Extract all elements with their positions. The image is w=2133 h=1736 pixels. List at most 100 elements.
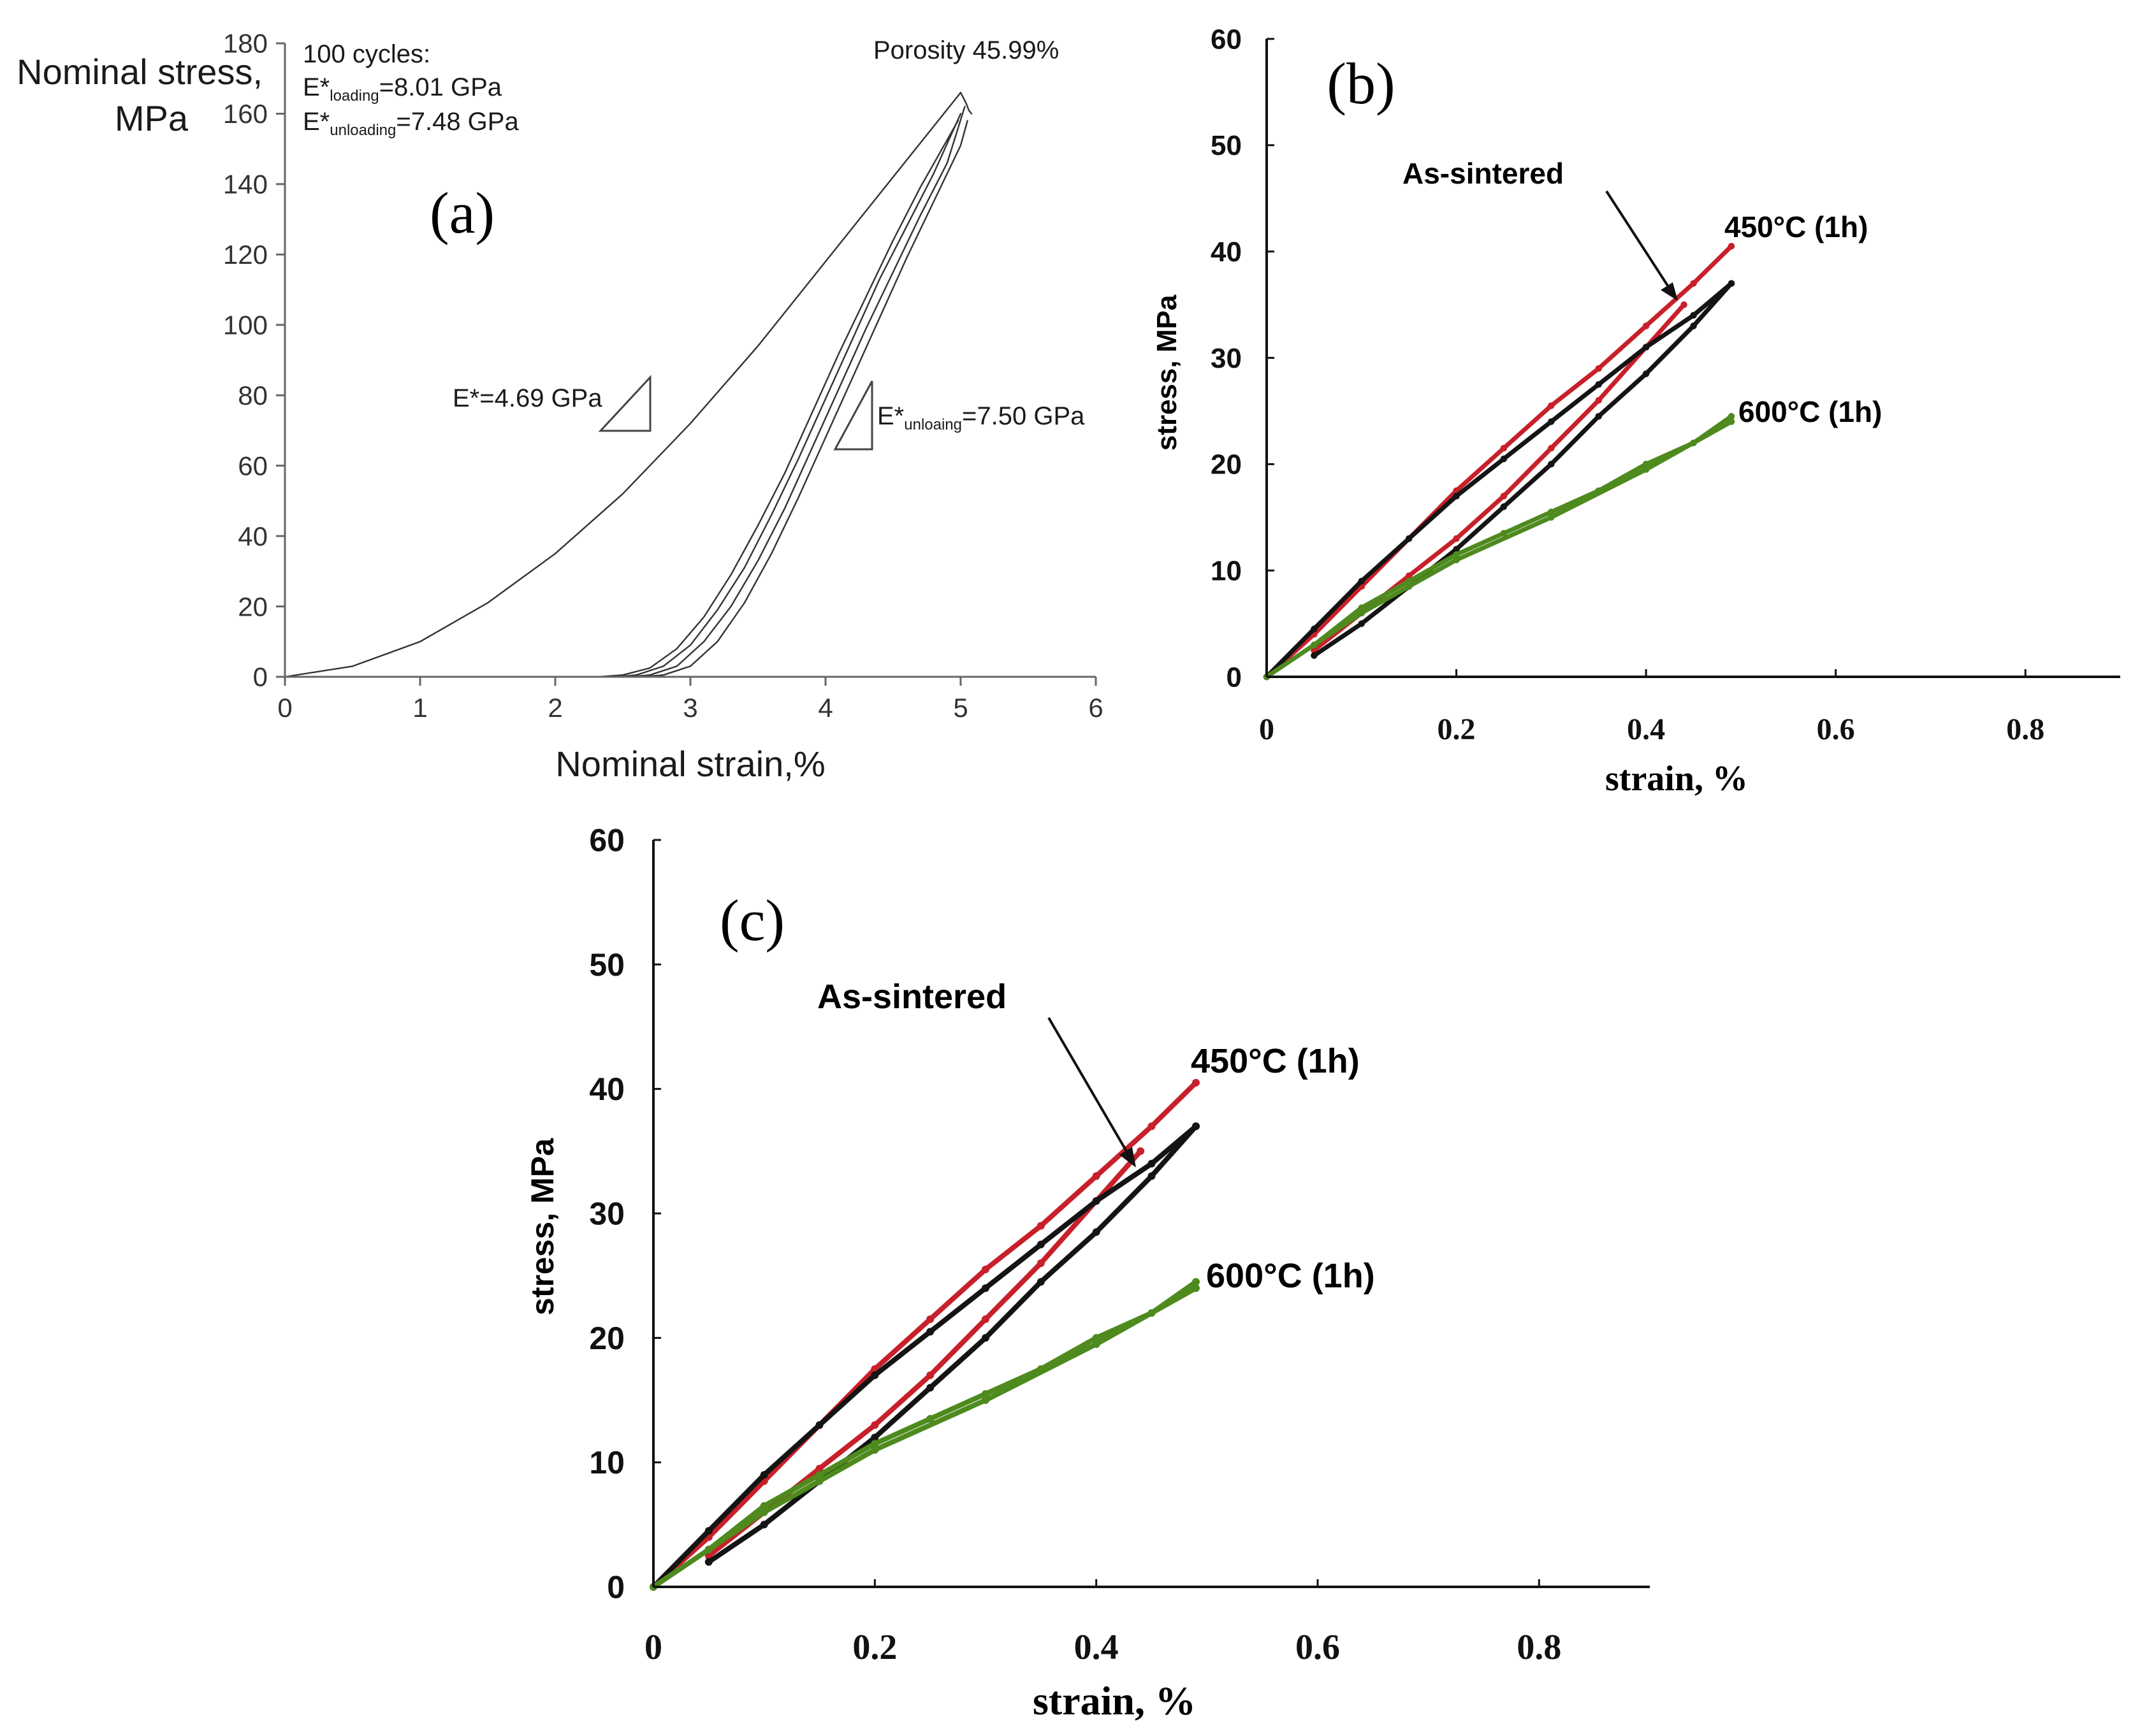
panel-a-x-tick-label: 1 — [412, 693, 427, 723]
panel-c-x-tick-label: 0 — [644, 1628, 662, 1667]
panel-c-y-tick-label: 20 — [589, 1320, 625, 1356]
panel-b-point-450-c-1h — [1500, 445, 1508, 452]
panel-c-point-as-sintered — [871, 1371, 879, 1379]
panel-b-xlabel: strain, % — [1605, 759, 1748, 799]
panel-c-point-600-c-1h — [926, 1415, 935, 1423]
panel-b-point-as-sintered — [1595, 413, 1602, 420]
panel-b-point-as-sintered — [1690, 322, 1697, 329]
panel-b-y-tick-label: 40 — [1211, 236, 1242, 268]
panel-c-point-as-sintered — [982, 1284, 989, 1292]
panel-c-chart: 0 0.2 0.4 0.6 0.8 0 10 20 30 40 50 60 (c) stress, M… — [525, 823, 1650, 1723]
panel-c-point-as-sintered — [704, 1527, 713, 1535]
panel-c-point-600-c-1h — [1092, 1334, 1100, 1342]
panel-b-point-as-sintered — [1595, 380, 1602, 388]
panel-c-as-sintered-label: As-sintered — [817, 978, 1007, 1016]
panel-b-point-450-c-1h — [1728, 243, 1735, 250]
panel-b-ylabel: stress, MPa — [1151, 294, 1183, 451]
panel-c-point-as-sintered — [1092, 1228, 1100, 1236]
panel-b-point-600-c-1h — [1728, 413, 1735, 420]
panel-c-point-600-c-1h — [760, 1502, 768, 1510]
panel-b-point-450-c-1h — [1500, 493, 1508, 500]
panel-c-point-450-c-1h — [815, 1465, 824, 1473]
panel-a-x-tick-label: 6 — [1088, 693, 1103, 723]
panel-c-point-as-sintered — [1147, 1159, 1156, 1168]
panel-c-point-as-sintered — [1092, 1197, 1100, 1205]
panel-a-y-tick-label: 60 — [238, 451, 268, 481]
panel-c-y-tick-label: 0 — [607, 1570, 625, 1605]
panel-a-y-tick-label: 0 — [253, 662, 268, 692]
panel-b-y-tick-label: 20 — [1211, 449, 1242, 481]
panel-c-point-as-sintered — [1037, 1240, 1045, 1248]
panel-c-point-600-c-1h — [871, 1440, 879, 1448]
panel-a-x-tick-label: 3 — [683, 693, 697, 723]
panel-a-y-tick-label: 120 — [223, 240, 268, 270]
panel-a-porosity: Porosity 45.99% — [873, 36, 1059, 64]
panel-b-point-600-c-1h — [1548, 514, 1555, 521]
panel-c-y-tick-label: 40 — [589, 1071, 625, 1107]
panel-b-y-tick-label: 60 — [1211, 24, 1242, 55]
panel-c-point-as-sintered — [926, 1384, 935, 1392]
panel-a-y-tick-label: 100 — [223, 310, 268, 340]
panel-c-x-tick-label: 0.8 — [1517, 1628, 1561, 1667]
panel-b-point-as-sintered — [1500, 503, 1508, 510]
panel-b-point-as-sintered — [1358, 577, 1365, 585]
panel-b-label: (b) — [1327, 51, 1395, 116]
panel-b-y-tick-label: 10 — [1211, 556, 1242, 587]
panel-b-point-450-c-1h — [1405, 572, 1413, 579]
panel-b-point-as-sintered — [1311, 625, 1318, 633]
panel-b-x-tick-label: 0 — [1259, 712, 1274, 746]
panel-c-as-sintered-arrow — [1047, 1016, 1133, 1161]
panel-a-series-cycle-cycle — [642, 120, 968, 678]
panel-c-x-tick-label: 0.6 — [1295, 1628, 1340, 1667]
panel-c-600-label: 600°C (1h) — [1206, 1257, 1375, 1295]
panel-c-point-600-c-1h — [871, 1446, 879, 1454]
panel-b-x-tick-label: 0.6 — [1817, 712, 1855, 746]
panel-b-point-as-sintered — [1548, 418, 1555, 425]
panel-a-y-tick-label: 160 — [223, 99, 268, 129]
panel-c-point-450-c-1h — [1037, 1222, 1045, 1230]
panel-c-450-label: 450°C (1h) — [1191, 1042, 1360, 1080]
panel-b-x-tick-label: 0.8 — [2006, 712, 2044, 746]
panel-b-as-sintered-label: As-sintered — [1402, 157, 1564, 190]
panel-b-x-tick-label: 0.2 — [1438, 712, 1476, 746]
panel-b-as-sintered-arrowhead — [1661, 282, 1678, 301]
panel-b-x-tick-label: 0.4 — [1627, 712, 1665, 746]
panel-a-x-tick-label: 5 — [953, 693, 968, 723]
panel-a-x-tick-label: 2 — [548, 693, 562, 723]
panel-a-loading-modulus: E*loading=8.01 GPa — [303, 73, 502, 105]
panel-b-point-as-sintered — [1311, 652, 1318, 659]
panel-a-ylabel-line2: MPa — [115, 98, 189, 138]
panel-b-point-600-c-1h — [1728, 418, 1735, 425]
panel-c-x-tick-label: 0.4 — [1074, 1628, 1119, 1667]
panel-b-point-450-c-1h — [1690, 280, 1697, 287]
panel-b-point-450-c-1h — [1595, 365, 1602, 372]
panel-c-point-600-c-1h — [760, 1508, 768, 1516]
panel-b-point-as-sintered — [1453, 493, 1460, 500]
panel-b-point-600-c-1h — [1548, 509, 1555, 516]
panel-c-point-as-sintered — [760, 1521, 768, 1529]
panel-a-ylabel-line1: Nominal stress, — [17, 52, 263, 92]
panel-c-point-450-c-1h — [1092, 1172, 1100, 1180]
panel-b-y-tick-label: 50 — [1211, 130, 1242, 161]
panel-b-curves — [1263, 243, 1735, 681]
panel-c-point-450-c-1h — [1037, 1259, 1045, 1268]
panel-a-axes — [276, 42, 1097, 686]
panel-b-series-as-sintered-unloading — [1311, 281, 1734, 658]
panel-b-point-600-c-1h — [1358, 604, 1365, 611]
panel-c-series-as-sintered-unloading — [706, 1124, 1198, 1565]
panel-b-point-450-c-1h — [1453, 535, 1460, 542]
panel-c-point-450-c-1h — [1147, 1122, 1156, 1131]
panel-b-point-600-c-1h — [1358, 609, 1365, 617]
panel-b-point-600-c-1h — [1311, 641, 1318, 649]
panel-b-y-tick-label: 30 — [1211, 343, 1242, 374]
panel-b-series-as-sintered-loading — [1264, 281, 1734, 679]
panel-a-series-first-unloading-first-unloading — [959, 92, 973, 115]
panel-c-tick-labels: 0 0.2 0.4 0.6 0.8 0 10 20 30 40 50 60 — [589, 823, 1561, 1668]
panel-c-point-450-c-1h — [1137, 1147, 1145, 1155]
panel-b-point-600-c-1h — [1453, 556, 1460, 563]
panel-c-point-600-c-1h — [982, 1396, 989, 1404]
panel-a-series-first-loading-first-loading — [284, 92, 962, 678]
panel-a-xlabel: Nominal strain,% — [555, 744, 825, 784]
panel-a-series-cycle-cycle — [615, 113, 962, 678]
